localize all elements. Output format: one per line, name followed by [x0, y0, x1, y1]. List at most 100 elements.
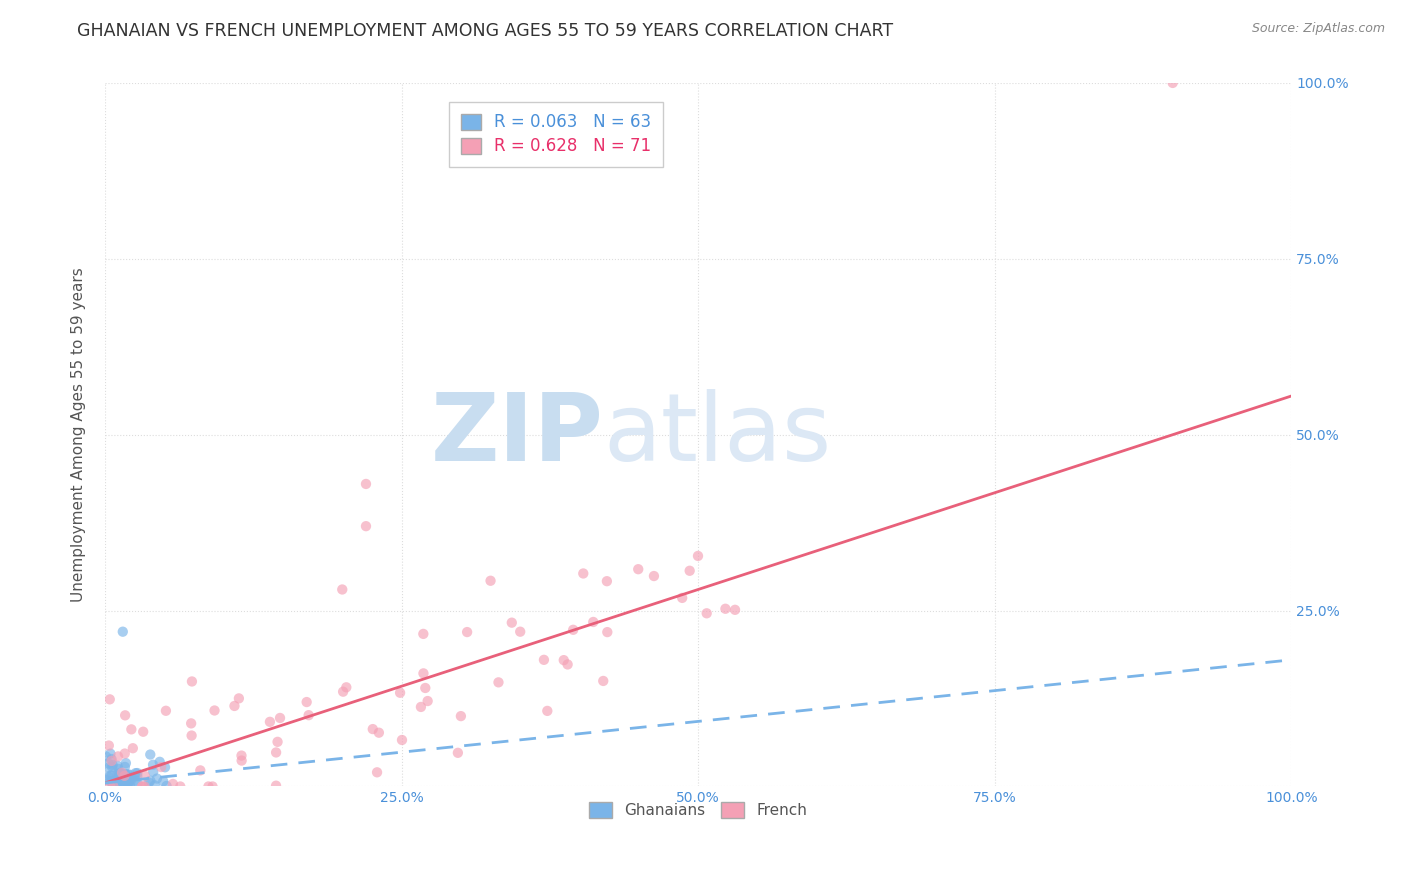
Point: [110, 775, 132, 789]
Point: [111, 765, 134, 780]
Point: [101, 774, 124, 789]
Point: [501, 615, 523, 630]
Point: [121, 741, 143, 756]
Point: [127, 769, 149, 783]
Point: [134, 780, 156, 794]
Point: [107, 749, 129, 764]
Point: [108, 768, 131, 782]
Point: [114, 769, 136, 783]
Text: atlas: atlas: [603, 389, 831, 481]
Point: [139, 747, 162, 762]
Point: [131, 780, 153, 794]
Point: [105, 776, 128, 790]
Point: [413, 681, 436, 695]
Point: [98, 780, 121, 794]
Point: [188, 764, 211, 778]
Point: [107, 773, 129, 788]
Point: [115, 756, 138, 770]
Point: [627, 562, 650, 576]
Point: [391, 733, 413, 747]
Point: [114, 708, 136, 723]
Point: [679, 564, 702, 578]
Point: [596, 625, 619, 640]
Point: [108, 769, 131, 783]
Point: [509, 624, 531, 639]
Point: [536, 704, 558, 718]
Point: [266, 735, 288, 749]
Point: [143, 778, 166, 792]
Point: [105, 776, 128, 790]
Point: [111, 767, 134, 781]
Point: [582, 615, 605, 629]
Point: [332, 684, 354, 698]
Point: [138, 775, 160, 789]
Point: [108, 779, 131, 793]
Point: [1161, 76, 1184, 90]
Point: [335, 681, 357, 695]
Point: [479, 574, 502, 588]
Point: [100, 747, 122, 761]
Point: [562, 623, 585, 637]
Point: [671, 591, 693, 605]
Point: [121, 772, 143, 787]
Text: ZIP: ZIP: [430, 389, 603, 481]
Point: [162, 777, 184, 791]
Point: [120, 723, 142, 737]
Point: [450, 709, 472, 723]
Point: [204, 704, 226, 718]
Point: [150, 760, 173, 774]
Point: [389, 686, 412, 700]
Point: [572, 566, 595, 581]
Point: [155, 779, 177, 793]
Point: [298, 708, 321, 723]
Point: [131, 780, 153, 794]
Point: [643, 569, 665, 583]
Legend: Ghanaians, French: Ghanaians, French: [583, 797, 813, 824]
Point: [117, 778, 139, 792]
Point: [152, 774, 174, 789]
Point: [114, 747, 136, 761]
Point: [114, 760, 136, 774]
Point: [412, 627, 434, 641]
Point: [97, 739, 120, 753]
Point: [101, 758, 124, 772]
Point: [696, 607, 718, 621]
Point: [117, 775, 139, 789]
Point: [142, 764, 165, 779]
Point: [94, 772, 117, 787]
Point: [132, 724, 155, 739]
Point: [105, 777, 128, 791]
Point: [361, 722, 384, 736]
Point: [124, 766, 146, 780]
Y-axis label: Unemployment Among Ages 55 to 59 years: Unemployment Among Ages 55 to 59 years: [72, 268, 86, 602]
Point: [155, 704, 177, 718]
Point: [259, 714, 281, 729]
Point: [354, 519, 377, 533]
Point: [146, 772, 169, 786]
Point: [412, 666, 434, 681]
Point: [354, 477, 377, 491]
Point: [533, 653, 555, 667]
Point: [264, 746, 287, 760]
Point: [105, 772, 128, 787]
Point: [416, 694, 439, 708]
Point: [97, 756, 120, 771]
Point: [107, 779, 129, 793]
Point: [100, 774, 122, 789]
Point: [714, 601, 737, 615]
Point: [447, 746, 470, 760]
Point: [120, 771, 142, 785]
Point: [105, 774, 128, 789]
Point: [224, 698, 246, 713]
Point: [101, 777, 124, 791]
Point: [153, 760, 176, 774]
Point: [557, 657, 579, 672]
Point: [149, 755, 172, 769]
Point: [100, 754, 122, 768]
Point: [367, 725, 389, 739]
Point: [596, 574, 619, 589]
Point: [107, 758, 129, 772]
Point: [169, 780, 191, 794]
Point: [124, 773, 146, 788]
Point: [231, 748, 253, 763]
